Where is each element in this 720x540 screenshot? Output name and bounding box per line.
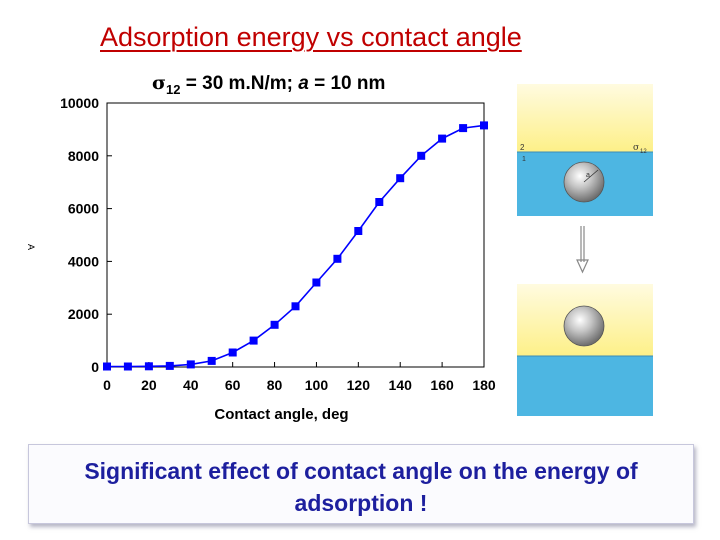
x-tick-label: 180 [472, 377, 496, 393]
upper-phase [517, 84, 653, 152]
data-point [186, 360, 195, 369]
data-point [207, 356, 216, 365]
x-tick-label: 100 [305, 377, 329, 393]
data-point [375, 198, 384, 206]
series-line [107, 124, 485, 368]
particle [563, 305, 605, 347]
x-tick-label: 60 [225, 377, 241, 393]
y-tick-label: 0 [91, 359, 99, 375]
radius-symbol: a [298, 73, 309, 94]
x-tick-label: 0 [103, 377, 111, 393]
chart-axes: 0 2000 4000 6000 8000 10000 0 20 40 60 80 100 120 140… [26, 95, 496, 423]
sigma-sub-label: 12 [640, 149, 647, 155]
x-tick-label: 120 [347, 377, 371, 393]
data-point [438, 134, 447, 143]
y-tick-label: 8000 [68, 148, 99, 164]
radius-label: a [586, 172, 590, 179]
data-point [249, 336, 258, 345]
sigma-subscript: 12 [166, 82, 181, 97]
data-point [396, 174, 405, 183]
y-tick-label: 4000 [68, 253, 99, 269]
x-tick-label: 160 [430, 377, 454, 393]
x-axis-label: Contact angle, deg [214, 406, 348, 423]
data-point [123, 362, 132, 371]
data-point [312, 278, 321, 287]
parameters-subtitle: σ12 = 30 m.N/m; a = 10 nm [152, 72, 386, 97]
slide-title: Adsorption energy vs contact angle [100, 22, 522, 52]
data-point [228, 348, 237, 357]
subtitle-text-2: = 10 nm [308, 73, 386, 94]
x-tick-label: 80 [267, 377, 283, 393]
radius-line [583, 169, 599, 183]
x-tick-label: 20 [141, 377, 157, 393]
x-tick-label: 140 [389, 377, 413, 393]
data-point [270, 320, 279, 329]
plot-frame [106, 102, 485, 368]
chart-marks [103, 121, 488, 371]
x-tick-label: 40 [183, 377, 199, 393]
y-tick-label: 2000 [68, 306, 99, 322]
y-tick-label: 10000 [60, 95, 99, 111]
data-point [354, 227, 363, 235]
phase-2-label: 2 [520, 143, 525, 152]
caption-box: Significant effect of contact angle on t… [28, 444, 694, 524]
lower-phase [517, 356, 653, 416]
sigma-symbol: σ [152, 72, 167, 94]
y-axis-label: A [26, 244, 36, 250]
data-point [291, 302, 300, 311]
data-point [144, 362, 153, 371]
sigma-label: σ [633, 143, 639, 153]
data-point [459, 124, 468, 133]
particle-at-interface-diagram: 2 1 σ 12 a [517, 84, 653, 216]
data-point [165, 361, 174, 370]
particle-in-phase-diagram [517, 284, 653, 416]
y-tick-label: 6000 [68, 201, 99, 217]
data-point [417, 151, 426, 160]
subtitle-text-1: = 30 m.N/m; [180, 73, 299, 94]
down-arrow-icon [576, 226, 589, 274]
data-point [480, 121, 488, 130]
data-point [103, 362, 111, 371]
phase-1-label: 1 [522, 156, 526, 163]
data-point [333, 254, 342, 263]
